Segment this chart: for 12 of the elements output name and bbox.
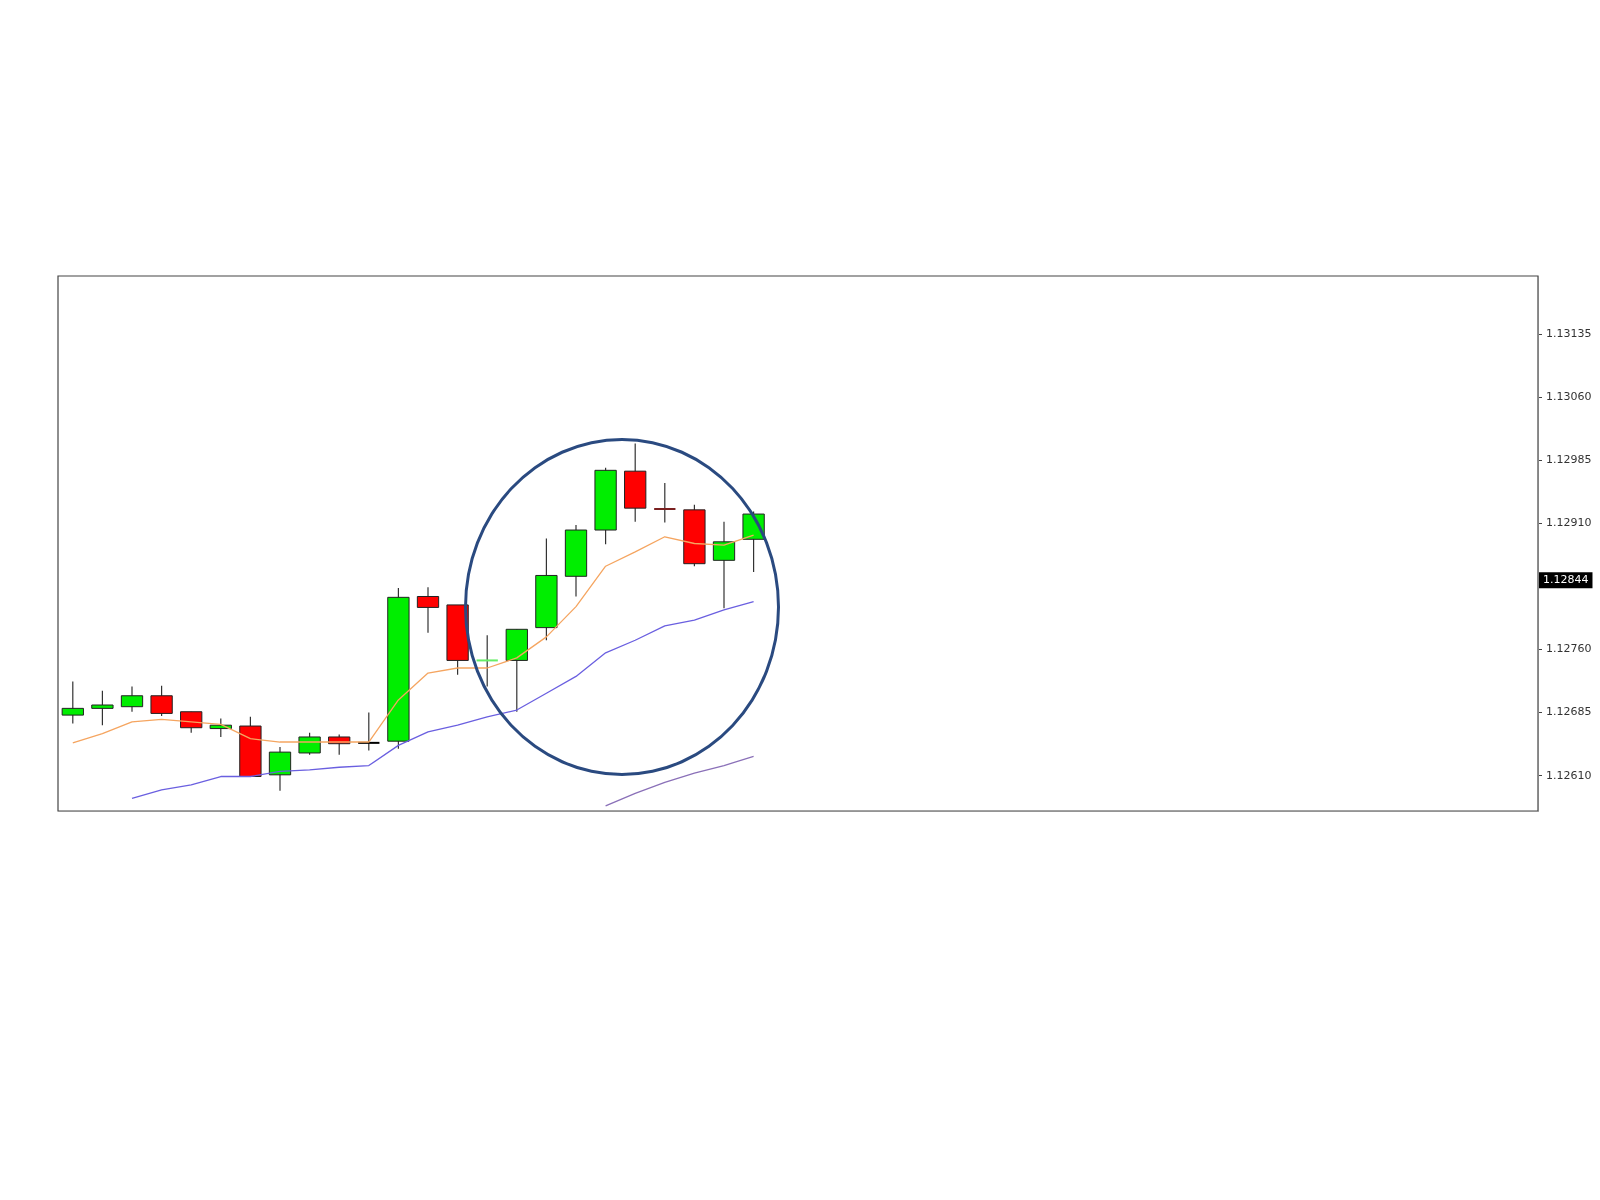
y-tick-label: 1.12910 — [1546, 516, 1592, 530]
candlestick — [150, 685, 173, 717]
candlestick — [653, 482, 677, 524]
y-tick-label: 1.12760 — [1546, 642, 1592, 656]
y-tick-label: 1.13060 — [1546, 389, 1592, 403]
y-tick-label: 1.13135 — [1546, 326, 1592, 340]
text: 1.12844 — [1543, 573, 1589, 587]
y-tick-label: 1.12610 — [1546, 768, 1592, 782]
candlestick — [475, 634, 499, 688]
candlestick — [357, 711, 381, 752]
y-tick-label: 1.12985 — [1546, 453, 1592, 467]
y-tick-label: 1.12685 — [1546, 705, 1592, 719]
